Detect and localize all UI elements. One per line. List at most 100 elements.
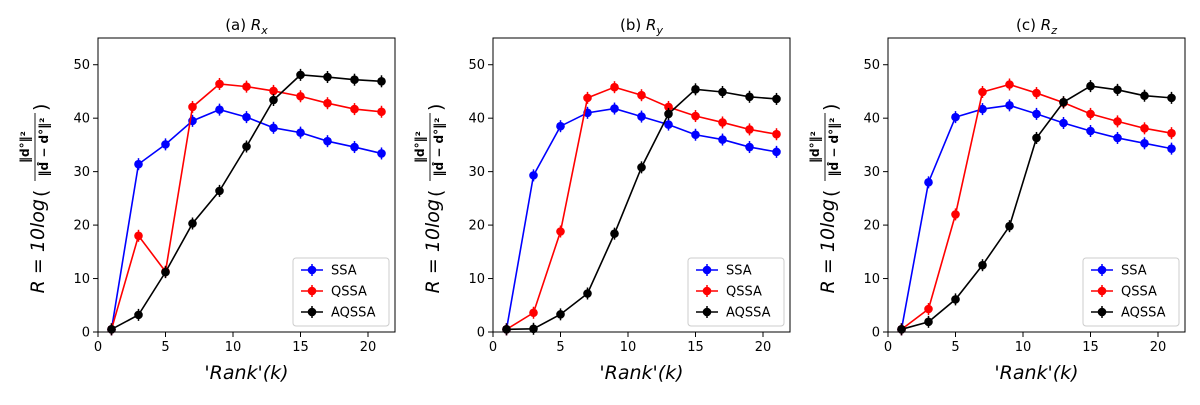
data-point: [1167, 144, 1176, 153]
data-point: [242, 82, 251, 91]
legend-box: [687, 257, 785, 327]
data-point: [637, 90, 646, 100]
legend-box: [292, 257, 390, 327]
data-point: [215, 105, 224, 114]
data-point: [529, 308, 538, 318]
data-point: [377, 76, 386, 86]
y-label-paren-open: (: [425, 190, 447, 197]
data-point: [772, 129, 781, 139]
data-point: [242, 142, 251, 151]
data-point: [978, 260, 987, 270]
legend-label: QSSA: [331, 285, 367, 300]
data-point: [1113, 133, 1122, 143]
data-point: [745, 92, 754, 102]
x-tick-label: 10: [620, 340, 637, 355]
data-point: [1032, 88, 1041, 98]
x-axis-label: 'Rank'(k): [204, 362, 288, 384]
x-tick-label: 15: [292, 340, 309, 355]
data-point: [215, 186, 224, 196]
data-point: [1086, 81, 1095, 91]
data-point: [1086, 126, 1095, 136]
data-point: [269, 86, 278, 96]
y-tick-label: 50: [863, 58, 880, 73]
y-label-prefix: R = 10log: [27, 199, 49, 293]
data-point: [924, 304, 933, 314]
x-tick-label: 20: [755, 340, 772, 355]
y-tick-label: 0: [477, 326, 485, 341]
plot-frame: [887, 37, 1186, 333]
y-tick-label: 50: [73, 58, 90, 73]
y-tick-label: 40: [73, 112, 90, 127]
legend: SSA QSSA AQSSA: [687, 257, 785, 327]
data-point: [951, 112, 960, 122]
y-tick-label: 10: [468, 272, 485, 287]
data-point: [1167, 128, 1176, 138]
x-tick-label: 20: [360, 340, 377, 355]
data-point: [556, 310, 565, 319]
data-point: [951, 295, 960, 304]
data-point: [772, 147, 781, 157]
data-point: [529, 171, 538, 180]
y-tick-label: 30: [73, 165, 90, 180]
data-point: [296, 128, 305, 137]
data-point: [664, 120, 673, 129]
data-point: [978, 87, 987, 97]
data-point: [134, 310, 143, 320]
y-tick-label: 30: [468, 165, 485, 180]
data-point: [215, 79, 224, 89]
data-point: [637, 112, 646, 121]
data-point: [718, 87, 727, 97]
data-point: [924, 178, 933, 187]
data-point: [924, 317, 933, 327]
data-point: [664, 102, 673, 112]
y-tick-label: 10: [863, 272, 880, 287]
legend-label: SSA: [726, 264, 752, 279]
data-point: [1032, 109, 1041, 119]
data-point: [664, 109, 673, 119]
x-tick-label: 0: [884, 340, 892, 355]
data-point: [134, 159, 143, 169]
data-point: [1113, 85, 1122, 95]
data-point: [583, 93, 592, 103]
y-label-paren-close: ): [425, 104, 447, 111]
data-point: [1059, 97, 1068, 107]
data-point: [610, 229, 619, 238]
data-point: [188, 219, 197, 228]
data-point: [1140, 91, 1149, 101]
legend-label: SSA: [331, 264, 357, 279]
data-point: [188, 102, 197, 112]
data-point: [978, 104, 987, 114]
legend-label: AQSSA: [331, 306, 376, 321]
data-point: [377, 107, 386, 117]
y-tick-label: 20: [73, 219, 90, 234]
y-label-paren-open: (: [820, 190, 842, 197]
legend-swatch-marker: [1097, 307, 1107, 317]
data-point: [161, 267, 170, 277]
data-point: [745, 125, 754, 134]
data-point: [897, 325, 906, 334]
data-point: [610, 104, 619, 113]
y-tick-label: 20: [468, 219, 485, 234]
data-point: [502, 325, 511, 334]
data-point: [529, 324, 538, 334]
x-tick-label: 10: [1015, 340, 1032, 355]
y-axis-label: R = 10log (‖d°‖² ‖d̂ − d°‖²): [413, 104, 447, 294]
legend-label: QSSA: [1121, 285, 1157, 300]
y-label-paren-close: ): [820, 104, 842, 111]
y-label-prefix: R = 10log: [817, 199, 839, 293]
data-point: [1113, 117, 1122, 126]
y-label-paren-close: ): [30, 104, 52, 111]
x-axis-label: 'Rank'(k): [599, 362, 683, 384]
y-label-paren-open: (: [30, 190, 52, 197]
legend-swatch-marker: [307, 307, 317, 317]
data-point: [323, 98, 332, 108]
legend-swatch-marker: [307, 286, 317, 296]
data-point: [951, 210, 960, 219]
legend-swatch-marker: [702, 307, 712, 317]
y-axis-label: R = 10log (‖d°‖² ‖d̂ − d°‖²): [18, 104, 52, 294]
data-point: [772, 94, 781, 104]
y-label-denominator: ‖d̂ − d°‖²: [37, 118, 51, 177]
y-tick-label: 0: [82, 326, 90, 341]
data-point: [1032, 133, 1041, 143]
